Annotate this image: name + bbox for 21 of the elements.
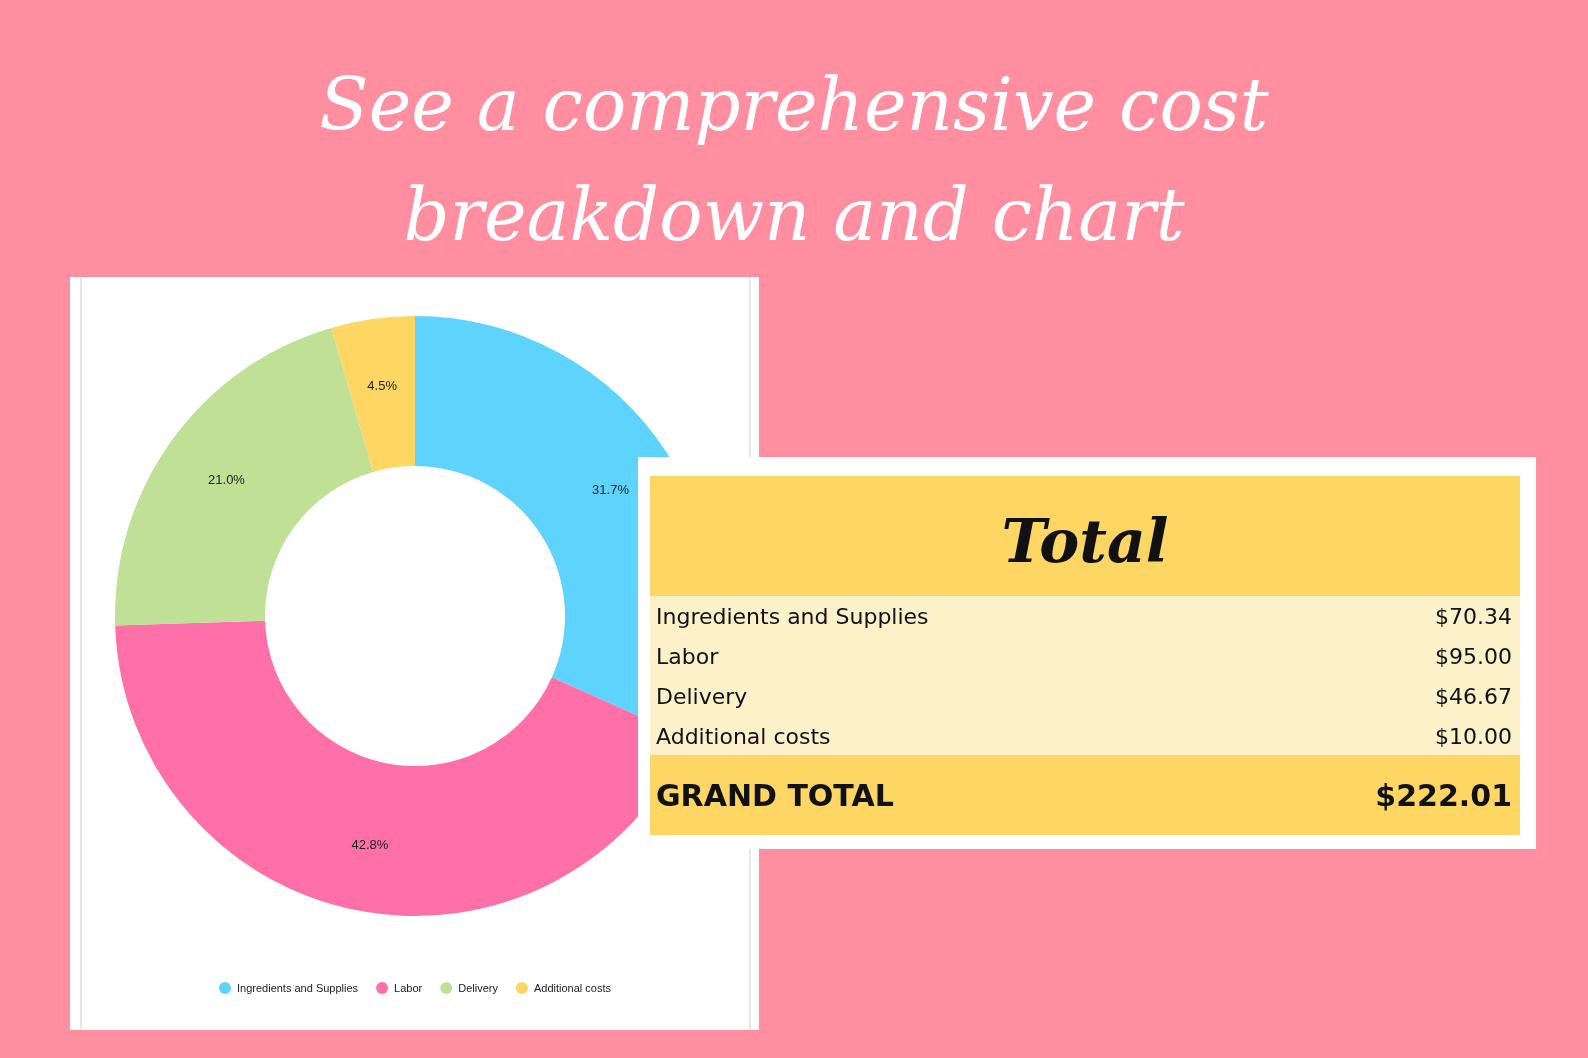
category-label: GRAND TOTAL [656,777,894,813]
text: Total [1001,506,1169,576]
data-label: $46.67 [1435,683,1512,709]
category-label: Delivery [656,683,748,709]
category-label: Additional costs [656,723,831,749]
chart-title: See a comprehensive cost breakdown and chart [319,63,1270,257]
data-label: $95.00 [1435,643,1512,669]
legend-label: Delivery [458,982,499,994]
data-label: 4.5% [367,377,398,393]
legend-label: Additional costs [533,982,612,994]
data-label: $222.01 [1375,777,1512,813]
data-label: 31.7% [592,481,630,497]
category-label: Ingredients and Supplies [656,603,929,629]
data-label: 42.8% [351,837,389,853]
legend-label: Labor [394,982,423,994]
data-label: $10.00 [1435,723,1512,749]
donut-slice [331,316,415,472]
data-label: $70.34 [1435,603,1512,629]
data-label: 21.0% [208,471,246,487]
legend-label: Ingredients and Supplies [236,982,359,994]
category-label: Labor [656,643,720,669]
